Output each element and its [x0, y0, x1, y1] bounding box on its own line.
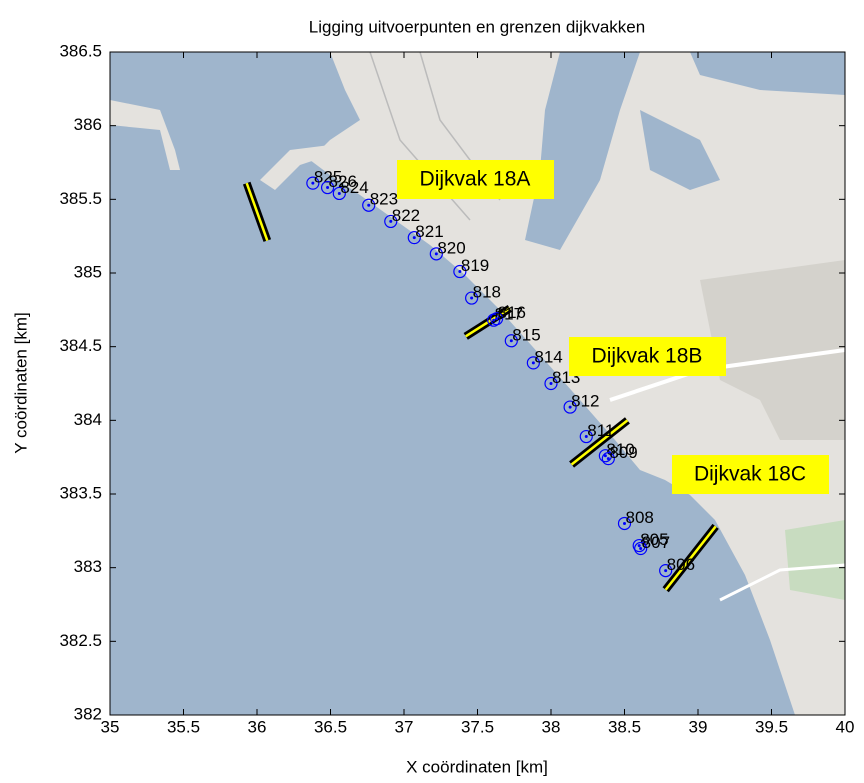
point-label: 820 — [437, 238, 465, 257]
annotation: Dijkvak 18B — [592, 345, 703, 368]
point-label: 808 — [626, 508, 654, 527]
y-tick-label: 386.5 — [59, 41, 102, 60]
y-tick-label: 383 — [74, 557, 102, 576]
y-tick-label: 385.5 — [59, 189, 102, 208]
y-tick-label: 384 — [74, 410, 102, 429]
point-label: 818 — [473, 283, 501, 302]
chart-title: Ligging uitvoerpunten en grenzen dijkvak… — [309, 17, 645, 36]
x-tick-label: 37 — [395, 717, 414, 736]
chart: Ligging uitvoerpunten en grenzen dijkvak… — [0, 0, 864, 778]
point-label: 807 — [642, 533, 670, 552]
point-label: 812 — [571, 392, 599, 411]
y-axis-label: Y coördinaten [km] — [11, 312, 30, 453]
point-label: 819 — [461, 256, 489, 275]
point-label: 806 — [667, 555, 695, 574]
x-tick-label: 36 — [248, 717, 267, 736]
x-tick-label: 38 — [542, 717, 561, 736]
x-axis-label: X coördinaten [km] — [406, 757, 548, 776]
y-tick-label: 384.5 — [59, 336, 102, 355]
point-label: 811 — [587, 421, 614, 440]
map-background — [110, 52, 845, 715]
x-tick-label: 40 — [836, 717, 855, 736]
x-tick-label: 39 — [689, 717, 708, 736]
x-tick-label: 36.5 — [314, 717, 347, 736]
point-label: 814 — [534, 347, 562, 366]
y-tick-label: 382.5 — [59, 631, 102, 650]
point-label: 824 — [340, 178, 368, 197]
point-label: 809 — [609, 443, 637, 462]
y-tick-label: 382 — [74, 704, 102, 723]
y-tick-label: 386 — [74, 115, 102, 134]
y-tick-label: 383.5 — [59, 483, 102, 502]
x-tick-label: 38.5 — [608, 717, 641, 736]
x-tick-label: 35.5 — [167, 717, 200, 736]
point-label: 815 — [512, 325, 540, 344]
annotation: Dijkvak 18A — [420, 168, 531, 191]
x-tick-label: 35 — [101, 717, 120, 736]
x-tick-label: 39.5 — [755, 717, 788, 736]
x-tick-label: 37.5 — [461, 717, 494, 736]
y-tick-label: 385 — [74, 262, 102, 281]
annotation: Dijkvak 18C — [694, 463, 806, 486]
point-label: 816 — [498, 303, 526, 322]
